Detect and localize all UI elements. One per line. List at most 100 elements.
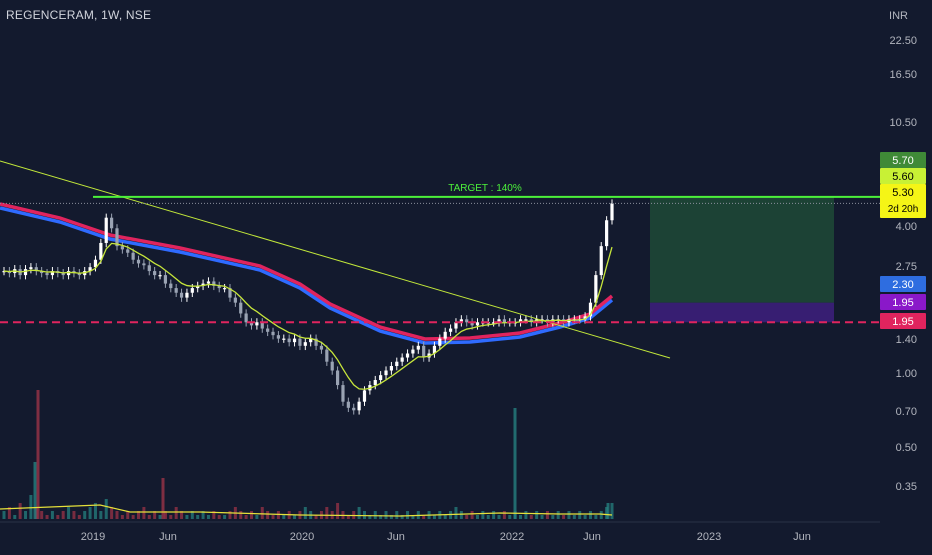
volume-bar [610,503,614,519]
candle-body [341,385,345,402]
candle-body [502,319,506,323]
candle-body [77,273,81,276]
candle-body [594,275,598,303]
candle-body [287,338,291,343]
candle-body [405,353,410,358]
volume-bar [524,511,528,519]
volume-bar [362,511,366,519]
price-label-text: 1.95 [892,316,913,328]
volume-bar [325,507,329,519]
volume-bar [588,511,592,519]
candle-body [110,217,114,229]
price-label-badge [880,168,926,184]
candle-body [610,203,614,221]
volume-bar [454,507,458,519]
volume-bar [346,515,350,519]
candle-body [120,246,124,250]
volume-bar [40,511,44,519]
candle-body [40,271,44,274]
candle-body [29,267,33,270]
y-tick-label: 1.00 [896,368,917,380]
candle-body [438,338,442,346]
volume-bar [303,507,307,519]
volume-bar [163,511,167,519]
candle-body [249,322,254,326]
candle-body [34,267,38,272]
volume-bar [110,507,114,519]
volume-bar [45,515,49,519]
candle-body [126,249,130,253]
volume-bar [266,511,270,519]
candle-body [362,390,367,402]
candle-body [104,217,108,243]
volume-bar [7,507,11,519]
candle-body [475,322,480,326]
candle-body [131,252,135,260]
volume-bar [470,511,474,519]
candle-body [416,345,420,350]
candle-body [228,288,232,298]
volume-bar [271,515,275,519]
volume-bar [599,511,603,519]
candle-body [325,349,329,362]
volume-bar [158,515,162,519]
volume-bar [250,511,254,519]
volume-bar [61,511,65,519]
target-annotation: TARGET : 140% [448,183,522,194]
candle-body [352,407,356,411]
band-red-line [0,202,614,341]
candle-body [153,271,157,276]
candle-body [239,302,243,314]
candle-body [169,283,173,289]
candle-body [465,319,469,323]
volume-bar [115,511,119,519]
symbol-title: REGENCERAM, 1W, NSE [6,8,152,22]
volume-bar [228,511,232,519]
volume-ma-line [0,504,613,517]
volume-bar [432,515,436,519]
band-blue-line [0,206,614,345]
volume-bar [174,507,178,519]
descending-trendline [0,160,671,359]
volume-bar [314,515,318,519]
candle-body [400,357,404,362]
y-tick-label: 1.40 [896,334,917,346]
volume-bar [422,515,426,519]
candle-body [497,319,501,323]
volume-bar [104,499,108,519]
candle-body [217,285,221,289]
x-tick-label: 2022 [500,531,524,543]
volume-bar [519,515,523,519]
volume-bar [18,503,22,519]
candle-body [206,281,211,284]
volume-bar [77,515,81,519]
currency-label: INR [889,10,908,22]
volume-bar [131,515,135,519]
x-tick-label: Jun [387,531,405,543]
volume-bar [185,515,189,519]
volume-bar [443,515,447,519]
x-tick-label: Jun [159,531,177,543]
candle-body [384,370,388,376]
candle-body [179,292,184,298]
volume-bar [556,511,560,519]
candle-body [379,375,383,381]
candle-body [136,259,141,264]
candle-body [330,361,334,371]
candle-body [583,316,587,320]
volume-bar [282,515,286,519]
volume-bar [13,515,17,519]
volume-bar [196,515,200,519]
candle-body [45,273,49,276]
price-label-text: 1.95 [892,297,913,309]
candle-body [470,322,474,326]
y-tick-label: 2.75 [896,261,917,273]
candle-body [588,302,593,317]
volume-bar [567,511,571,519]
candle-body [319,345,324,350]
volume-bar [551,515,555,519]
candle-body [432,345,437,354]
candle-body [174,288,178,293]
